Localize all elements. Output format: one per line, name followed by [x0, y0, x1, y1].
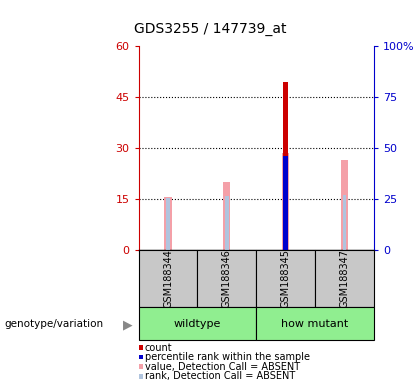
Bar [283, 156, 288, 250]
Bar [282, 153, 289, 250]
Text: GSM188345: GSM188345 [281, 249, 291, 308]
Bar [197, 250, 256, 307]
Bar [256, 250, 315, 307]
Bar [139, 250, 197, 307]
Text: GDS3255 / 147739_at: GDS3255 / 147739_at [134, 23, 286, 36]
Bar [165, 197, 171, 250]
Text: wildtype: wildtype [174, 318, 221, 329]
Bar [256, 307, 374, 340]
Bar [166, 198, 170, 250]
Bar [315, 250, 374, 307]
Bar [225, 196, 228, 250]
Text: value, Detection Call = ABSENT: value, Detection Call = ABSENT [144, 362, 300, 372]
Text: GSM188347: GSM188347 [339, 249, 349, 308]
Bar [223, 182, 230, 250]
Text: genotype/variation: genotype/variation [4, 319, 103, 329]
Text: GSM188346: GSM188346 [222, 249, 232, 308]
Text: rank, Detection Call = ABSENT: rank, Detection Call = ABSENT [144, 371, 295, 381]
Bar [283, 82, 288, 250]
Bar [139, 307, 256, 340]
Bar [284, 194, 287, 250]
Bar [341, 160, 348, 250]
Bar [343, 195, 346, 250]
Text: ▶: ▶ [123, 318, 133, 331]
Text: percentile rank within the sample: percentile rank within the sample [144, 352, 310, 362]
Text: GSM188344: GSM188344 [163, 249, 173, 308]
Text: count: count [144, 343, 172, 353]
Text: how mutant: how mutant [281, 318, 349, 329]
